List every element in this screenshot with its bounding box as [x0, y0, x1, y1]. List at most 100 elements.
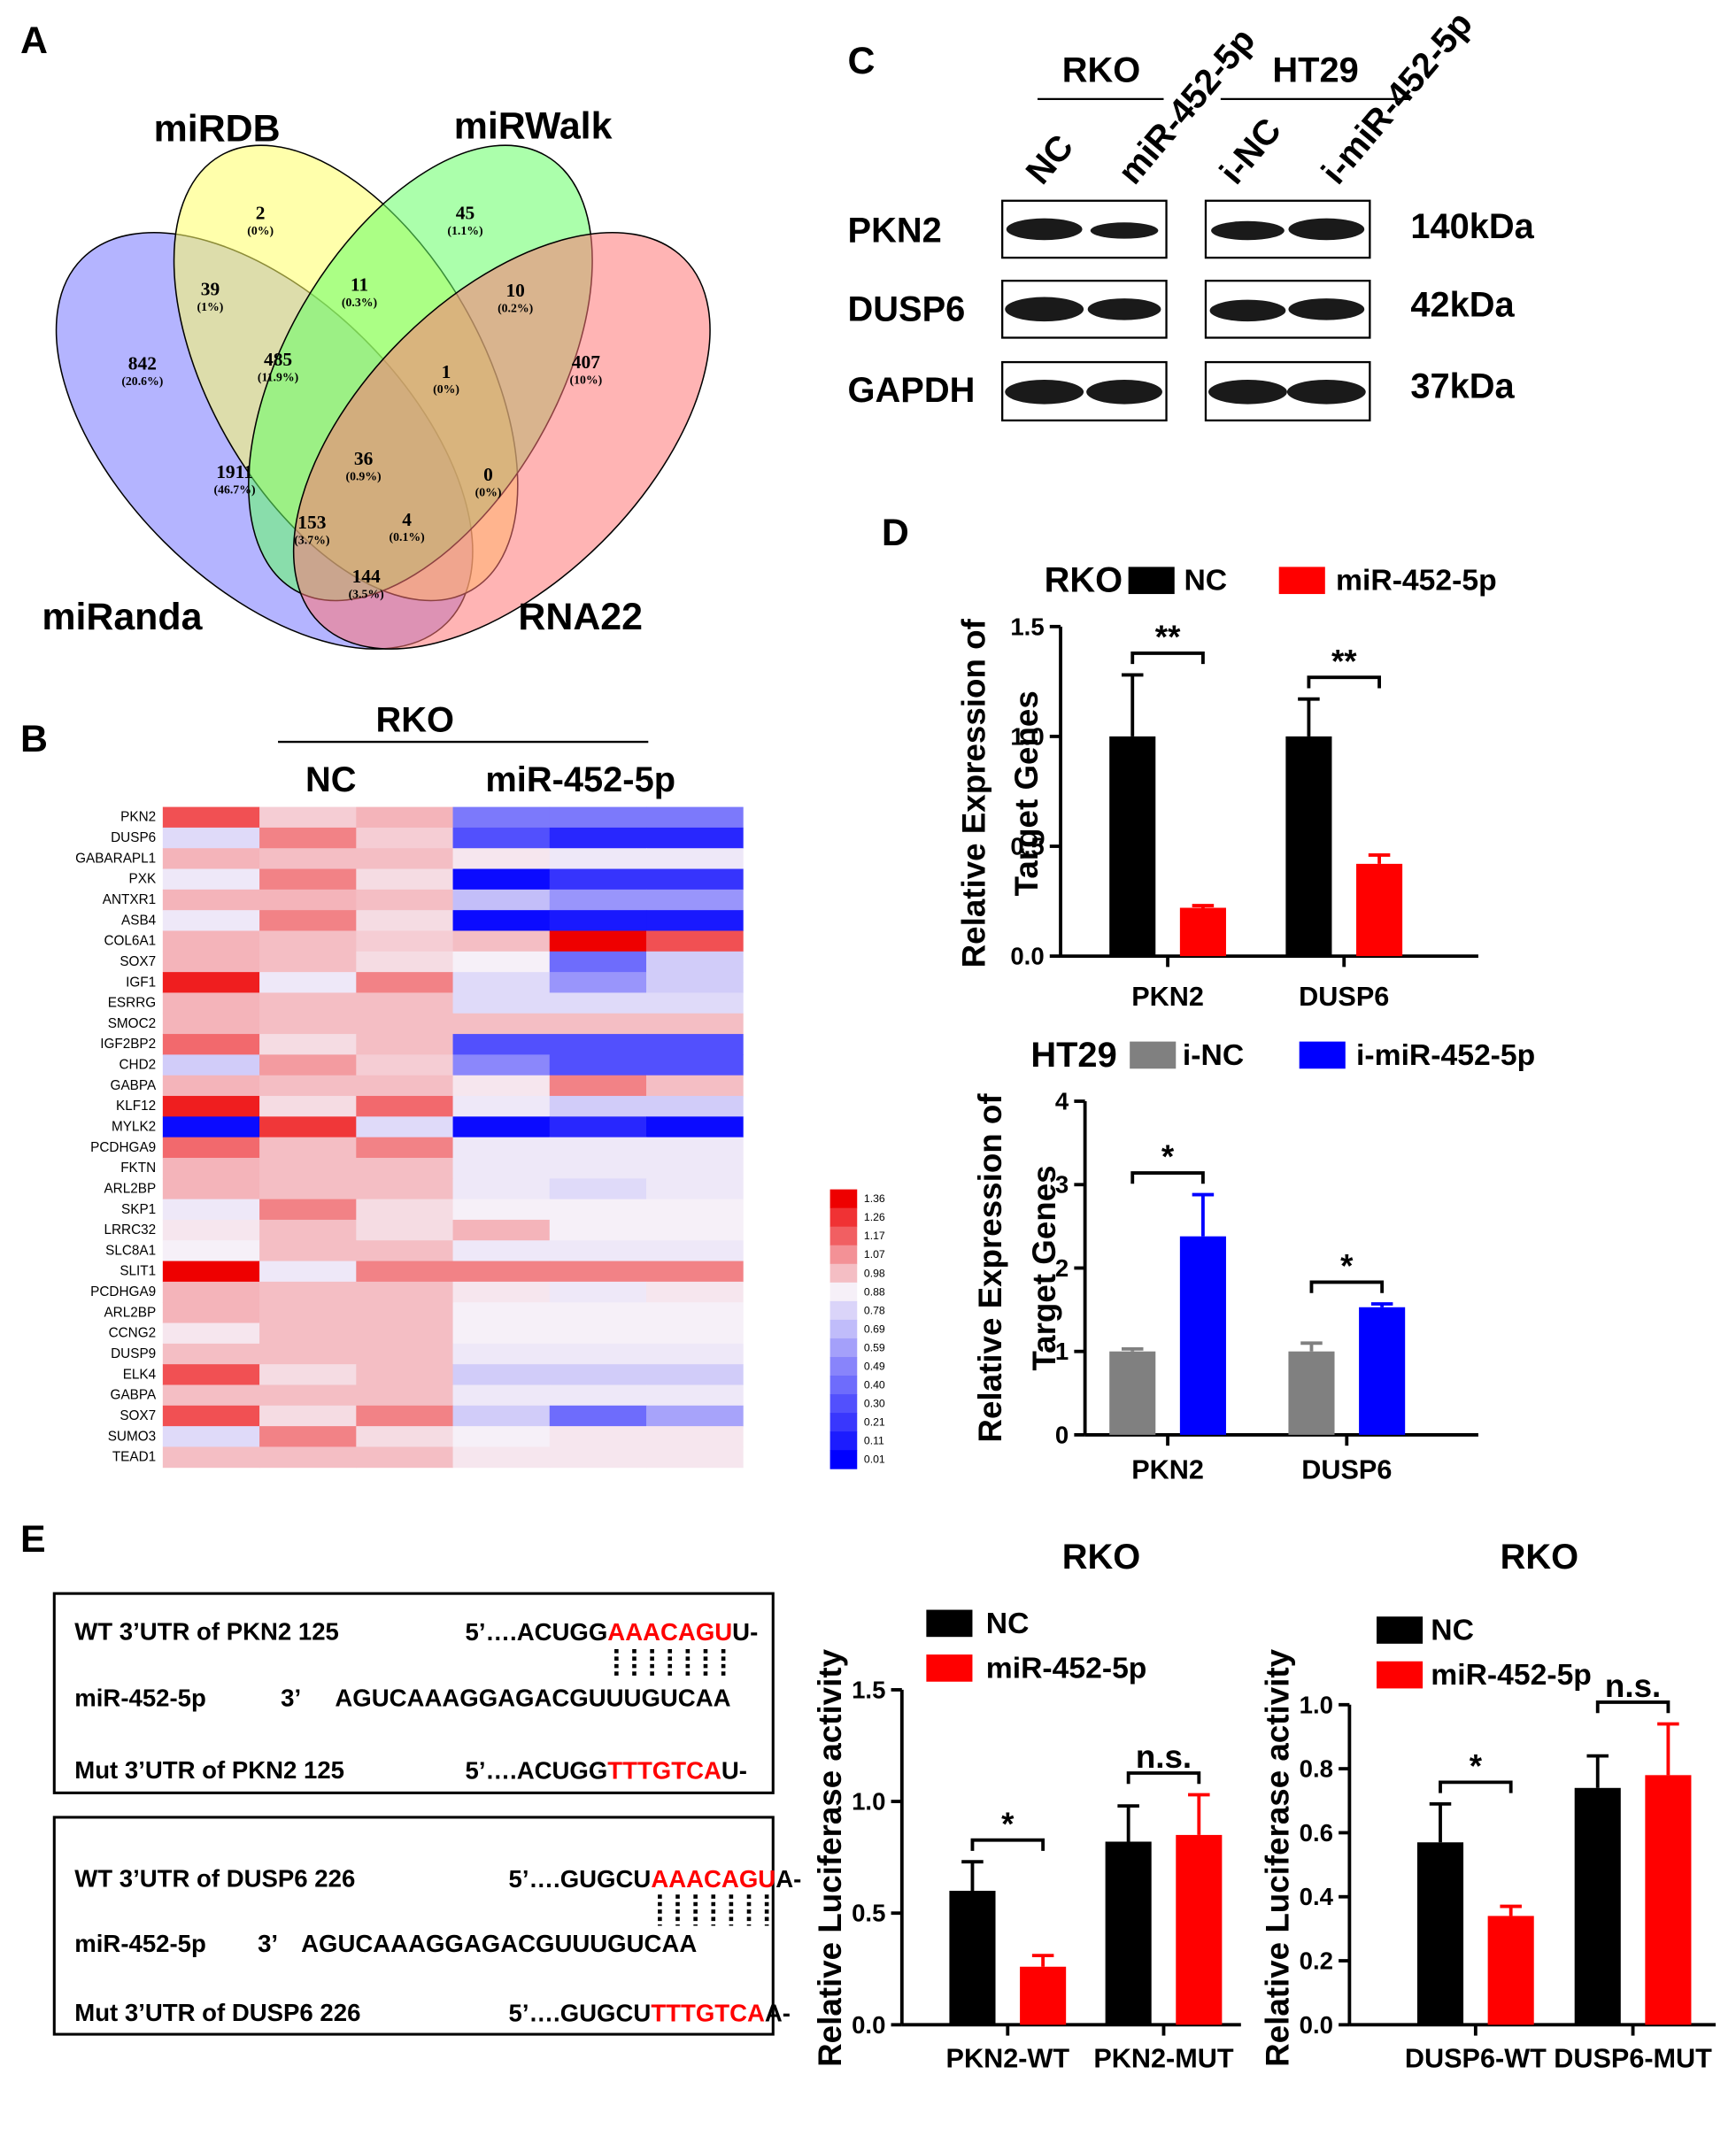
- heatmap-cell: [356, 1446, 454, 1469]
- gene-label: MYLK2: [112, 1120, 156, 1135]
- heatmap-cell: [549, 1384, 647, 1407]
- colorbar-label: 0.88: [864, 1285, 885, 1298]
- heatmap-cell: [356, 1054, 454, 1076]
- significance-label: **: [1155, 619, 1181, 655]
- heatmap-cell: [452, 848, 551, 869]
- y-tick-label: 1.5: [1010, 613, 1044, 640]
- gene-label: DUSP6: [111, 830, 156, 845]
- heatmap-cell: [452, 1075, 551, 1097]
- heatmap-cell: [646, 1240, 744, 1262]
- heatmap-cell: [549, 1096, 647, 1117]
- gene-label: ESRRG: [108, 996, 156, 1011]
- heatmap-cell: [259, 992, 357, 1014]
- heatmap-cell: [259, 1199, 357, 1221]
- heatmap-cell: [452, 1240, 551, 1262]
- heatmap-cell: [259, 1364, 357, 1385]
- panel-label: A: [20, 19, 48, 62]
- significance-bracket: [1595, 1700, 1670, 1714]
- venn-set-label: miRWalk: [454, 105, 613, 148]
- legend-label: NC: [986, 1607, 1030, 1640]
- colorbar-swatch: [829, 1245, 858, 1265]
- chart-title: RKO: [1501, 1538, 1579, 1577]
- bar: [1179, 1236, 1226, 1435]
- heatmap-cell: [452, 1302, 551, 1323]
- legend-swatch: [1278, 567, 1325, 595]
- mirna-sequence: AGUCAAAGGAGACGUUUGUCAA: [301, 1930, 697, 1957]
- chart-title: RKO: [1062, 1538, 1141, 1577]
- heatmap-cell: [356, 827, 454, 849]
- heatmap-column-group: NC: [305, 760, 357, 799]
- bar: [1359, 1307, 1406, 1435]
- legend-label: i-miR-452-5p: [1356, 1038, 1535, 1072]
- y-tick-label: 1.0: [1010, 722, 1044, 750]
- heatmap-cell: [259, 972, 357, 993]
- gene-label: SUMO3: [108, 1429, 156, 1444]
- y-tick-label: 0.2: [1300, 1947, 1333, 1975]
- y-axis-label: Relative Luciferase activity: [812, 1648, 848, 2066]
- heatmap-cell: [259, 1281, 357, 1303]
- heatmap-cell: [162, 1096, 260, 1117]
- heatmap-cell: [549, 889, 647, 911]
- heatmap-cell: [549, 1013, 647, 1035]
- bar: [1109, 1351, 1156, 1435]
- y-tick-label: 0.4: [1300, 1883, 1334, 1910]
- sequence: 5’….GUGCUTTTGTCAA-: [509, 1999, 791, 2026]
- x-tick-label: PKN2: [1131, 1455, 1204, 1485]
- bar: [1574, 1787, 1621, 2025]
- significance-bracket: [1439, 1780, 1513, 1793]
- venn-count: 39: [201, 278, 220, 299]
- legend-label: miR-452-5p: [1431, 1658, 1592, 1692]
- heatmap-cell: [452, 1178, 551, 1200]
- heatmap-cell: [549, 951, 647, 973]
- colorbar-swatch: [829, 1300, 858, 1321]
- heatmap-cell: [162, 1261, 260, 1283]
- heatmap-cell: [549, 1240, 647, 1262]
- heatmap-cell: [356, 806, 454, 829]
- venn-percent: (10%): [569, 373, 602, 387]
- heatmap-cell: [356, 848, 454, 869]
- gene-label: ARL2BP: [104, 1181, 156, 1196]
- heatmap-cell: [549, 806, 647, 829]
- heatmap-cell: [549, 1322, 647, 1345]
- venn-percent: (0.3%): [342, 296, 377, 310]
- heatmap-cell: [646, 1322, 744, 1345]
- x-tick-label: DUSP6-WT: [1405, 2044, 1547, 2074]
- venn-set-label: miRDB: [154, 108, 281, 150]
- heatmap-cell: [452, 910, 551, 931]
- legend-swatch: [1377, 1661, 1424, 1689]
- gene-label: FKTN: [120, 1161, 156, 1176]
- venn-count: 4: [402, 509, 412, 530]
- binding-site: TTTGTCA: [651, 1999, 765, 2026]
- mirna-label: miR-452-5p: [74, 1930, 206, 1957]
- heatmap-cell: [162, 951, 260, 973]
- band: [1005, 297, 1084, 322]
- venn-count: 407: [572, 351, 600, 373]
- heatmap-cell: [452, 1281, 551, 1303]
- heatmap-cell: [162, 1384, 260, 1407]
- significance-label: *: [1470, 1747, 1483, 1784]
- colorbar-label: 0.69: [864, 1322, 885, 1335]
- heatmap-cell: [549, 827, 647, 849]
- colorbar-label: 0.49: [864, 1360, 885, 1372]
- venn-count: 2: [256, 203, 266, 224]
- colorbar-label: 1.17: [864, 1230, 885, 1242]
- heatmap-cell: [356, 1426, 454, 1447]
- heatmap-cell: [549, 1054, 647, 1076]
- heatmap-cell: [549, 1199, 647, 1221]
- panel-label: B: [20, 718, 48, 760]
- heatmap-cell: [549, 1116, 647, 1138]
- colorbar-label: 0.40: [864, 1379, 885, 1392]
- heatmap-cell: [549, 1405, 647, 1427]
- heatmap-cell: [162, 848, 260, 869]
- heatmap-cell: [646, 827, 744, 849]
- heatmap-cell: [259, 848, 357, 869]
- significance-bracket: [1309, 1280, 1385, 1293]
- colorbar-swatch: [829, 1207, 858, 1228]
- heatmap-cell: [162, 930, 260, 952]
- cell-line: HT29: [1272, 51, 1358, 90]
- gene-label: CCNG2: [109, 1326, 157, 1341]
- sequence-label: Mut 3’UTR of DUSP6 226: [74, 1999, 360, 2026]
- heatmap-cell: [646, 1096, 744, 1117]
- size-label: 42kDa: [1410, 286, 1515, 325]
